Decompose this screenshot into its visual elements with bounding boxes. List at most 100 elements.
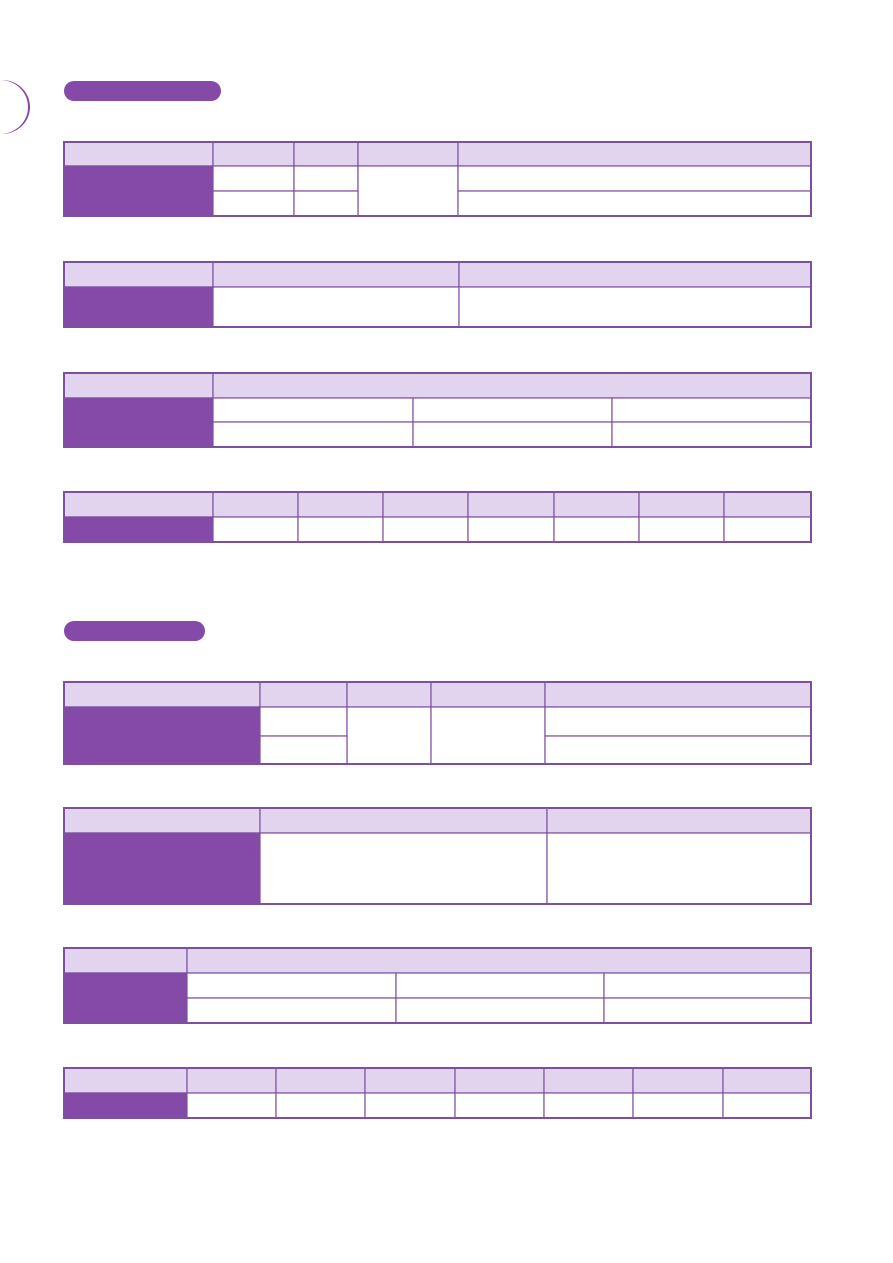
table-border — [63, 261, 812, 328]
entry-cell — [259, 735, 348, 765]
header-cell — [638, 491, 725, 518]
entry-cell — [603, 997, 812, 1024]
label-cell — [63, 997, 188, 1024]
label-cell — [63, 832, 261, 905]
label-cell — [63, 286, 214, 328]
section-pill — [64, 621, 205, 641]
table-border — [63, 1067, 812, 1119]
label-cell — [63, 972, 188, 999]
header-cell — [430, 681, 546, 708]
header-cell — [186, 947, 812, 974]
entry-cell — [722, 1092, 812, 1119]
header-cell — [632, 1067, 724, 1094]
entry-cell — [186, 972, 397, 999]
entry-cell — [275, 1092, 366, 1119]
header-cell — [186, 1067, 277, 1094]
entry-cell — [297, 516, 384, 543]
header-cell — [467, 491, 555, 518]
header-cell — [723, 491, 812, 518]
header-cell — [63, 807, 261, 834]
entry-cell — [186, 1092, 277, 1119]
header-cell — [275, 1067, 366, 1094]
entry-cell — [457, 165, 812, 192]
header-cell — [63, 1067, 188, 1094]
header-cell — [212, 372, 812, 399]
entry-cell — [357, 165, 459, 217]
entry-cell — [395, 972, 605, 999]
header-cell — [63, 372, 214, 399]
header-cell — [357, 141, 459, 167]
entry-cell — [553, 516, 640, 543]
entry-cell — [632, 1092, 724, 1119]
entry-cell — [412, 421, 613, 448]
entry-cell — [293, 190, 359, 217]
header-cell — [293, 141, 359, 167]
entry-cell — [382, 516, 469, 543]
table-border — [63, 372, 812, 448]
entry-cell — [546, 832, 812, 905]
header-cell — [63, 491, 214, 518]
entry-cell — [723, 516, 812, 543]
entry-cell — [458, 286, 812, 328]
label-cell — [63, 1092, 188, 1119]
header-cell — [382, 491, 469, 518]
entry-cell — [212, 421, 414, 448]
header-cell — [346, 681, 432, 708]
entry-cell — [412, 397, 613, 423]
header-cell — [544, 681, 812, 708]
header-cell — [546, 807, 812, 834]
entry-cell — [212, 516, 299, 543]
table-border — [63, 491, 812, 543]
entry-cell — [454, 1092, 545, 1119]
entry-cell — [543, 1092, 634, 1119]
entry-cell — [457, 190, 812, 217]
header-cell — [63, 261, 214, 288]
header-cell — [297, 491, 384, 518]
entry-cell — [611, 397, 812, 423]
header-cell — [458, 261, 812, 288]
entry-cell — [611, 421, 812, 448]
label-cell — [63, 165, 214, 217]
header-cell — [212, 141, 295, 167]
entry-cell — [603, 972, 812, 999]
header-cell — [454, 1067, 545, 1094]
section-pill — [64, 81, 221, 101]
entry-cell — [259, 706, 348, 737]
header-cell — [259, 681, 348, 708]
label-cell — [63, 397, 214, 423]
entry-cell — [364, 1092, 456, 1119]
header-cell — [457, 141, 812, 167]
entry-cell — [395, 997, 605, 1024]
entry-cell — [467, 516, 555, 543]
header-cell — [63, 947, 188, 974]
entry-cell — [212, 190, 295, 217]
entry-cell — [544, 706, 812, 737]
header-cell — [543, 1067, 634, 1094]
header-cell — [63, 141, 214, 167]
header-cell — [63, 681, 261, 708]
table-border — [63, 681, 812, 765]
label-cell — [63, 421, 214, 448]
header-cell — [212, 491, 299, 518]
label-cell — [63, 706, 261, 765]
header-cell — [259, 807, 548, 834]
table-border — [63, 141, 812, 217]
entry-cell — [293, 165, 359, 192]
entry-cell — [544, 735, 812, 765]
entry-cell — [212, 397, 414, 423]
entry-cell — [638, 516, 725, 543]
entry-cell — [346, 706, 432, 765]
entry-cell — [212, 286, 460, 328]
table-border — [63, 807, 812, 905]
header-cell — [212, 261, 460, 288]
header-cell — [722, 1067, 812, 1094]
table-border — [63, 947, 812, 1024]
entry-cell — [430, 706, 546, 765]
entry-cell — [212, 165, 295, 192]
entry-cell — [259, 832, 548, 905]
entry-cell — [186, 997, 397, 1024]
side-tab — [0, 80, 30, 134]
header-cell — [553, 491, 640, 518]
